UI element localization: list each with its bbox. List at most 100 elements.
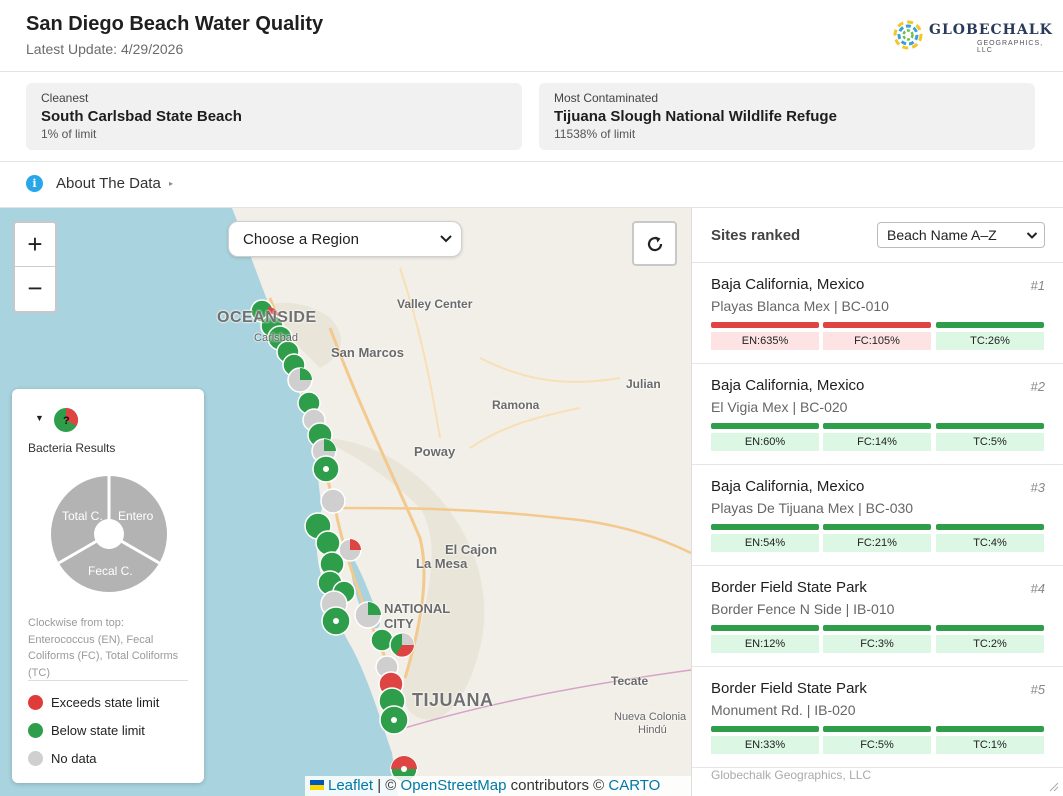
chevron-down-icon [1026,232,1038,239]
map[interactable]: OCEANSIDE Carlsbad Valley Center San Mar… [0,208,691,796]
zoom-in-button[interactable]: + [15,223,55,267]
site-bars: EN:60% FC:14% TC:5% [711,423,1044,453]
site-row[interactable]: Baja California, Mexico #2 El Vigia Mex | … [692,364,1063,465]
cleanest-name: South Carlsbad State Beach [41,108,242,125]
chevron-down-icon [440,235,452,243]
bacteria-bar: FC:5% [823,726,931,754]
reset-view-button[interactable] [632,221,677,266]
header: San Diego Beach Water Quality Latest Upd… [0,0,1063,72]
bacteria-bar-line [936,322,1044,328]
globechalk-logo[interactable]: GLOBECHALK GEOGRAPHICS, LLC [891,18,1052,54]
sort-select-value: Beach Name A–Z [887,227,997,243]
site-name: Border Field State Park [711,680,867,697]
openstreetmap-link[interactable]: OpenStreetMap [400,777,507,794]
place-poway: Poway [414,444,456,459]
site-row[interactable]: Border Field State Park #5 Monument Rd. | … [692,667,1063,768]
logo-tagline: GEOGRAPHICS, LLC [977,40,1044,54]
most-contaminated-card[interactable]: Most Contaminated Tijuana Slough Nationa… [539,83,1035,150]
bacteria-bar-label: TC:1% [936,736,1044,754]
legend-item-no-data: No data [28,751,97,766]
place-valley-center: Valley Center [397,297,473,311]
place-hindu: Hindú [638,724,667,736]
region-select-value: Choose a Region [243,231,359,248]
bacteria-bar-line [936,726,1044,732]
bacteria-bar-label: EN:12% [711,635,819,653]
sidebar-footer: Globechalk Geographics, LLC [711,768,872,782]
region-select[interactable]: Choose a Region [228,221,462,257]
bacteria-bar: FC:105% [823,322,931,350]
bacteria-bar: TC:4% [936,524,1044,552]
bacteria-bar: EN:12% [711,625,819,653]
bacteria-bar-line [711,423,819,429]
bacteria-bar: EN:635% [711,322,819,350]
place-san-marcos: San Marcos [331,345,404,360]
bacteria-bar-label: FC:14% [823,433,931,451]
place-national-city: NATIONAL CITY [384,601,450,631]
bacteria-bar-line [936,423,1044,429]
bacteria-bar: EN:54% [711,524,819,552]
resize-grip-icon[interactable] [1049,782,1059,792]
green-dot-icon [28,723,43,738]
site-station: Playas De Tijuana Mex | BC-030 [711,500,914,516]
site-bars: EN:635% FC:105% TC:26% [711,322,1044,352]
site-station: Border Fence N Side | IB-010 [711,601,895,617]
legend-pie-label-fecal: Fecal C. [88,564,133,578]
bacteria-bar-label: EN:60% [711,433,819,451]
carto-link[interactable]: CARTO [608,777,661,794]
legend-collapse-toggle[interactable]: ▼ [35,413,44,423]
bacteria-bar: FC:14% [823,423,931,451]
map-attribution: Leaflet | © OpenStreetMap contributors ©… [305,776,691,796]
place-el-cajon: El Cajon [445,542,498,557]
about-label: About The Data [56,175,161,192]
place-oceanside: OCEANSIDE [217,309,317,326]
bacteria-bar-line [823,322,931,328]
about-the-data-toggle[interactable]: i About The Data ▸ [0,162,1063,208]
site-rank: #5 [1030,682,1045,697]
legend-item-exceeds: Exceeds state limit [28,695,159,710]
gray-dot-icon [28,751,43,766]
site-rank: #4 [1030,581,1045,596]
bacteria-bar-line [823,625,931,631]
bacteria-bar: TC:5% [936,423,1044,451]
most-contaminated-name: Tijuana Slough National Wildlife Refuge [554,108,837,125]
legend-title: Bacteria Results [28,441,116,455]
bacteria-bar: FC:3% [823,625,931,653]
sort-select[interactable]: Beach Name A–Z [877,222,1045,248]
legend-pie-label-total: Total C. [62,509,103,523]
legend-pie-diagram: Total C. Entero Fecal C. [51,476,167,592]
cleanest-card[interactable]: Cleanest South Carlsbad State Beach 1% o… [26,83,522,150]
attribution-contributors: contributors © [510,777,605,794]
site-station: Monument Rd. | IB-020 [711,702,856,718]
site-row[interactable]: Baja California, Mexico #3 Playas De Tijua… [692,465,1063,566]
legend-pie-label-entero: Entero [118,509,154,523]
most-contaminated-value: 11538% of limit [554,127,636,141]
bacteria-bar-line [711,524,819,530]
caret-right-icon: ▸ [169,179,174,188]
site-rank: #1 [1030,278,1045,293]
bacteria-bar-label: FC:105% [823,332,931,350]
site-bars: EN:12% FC:3% TC:2% [711,625,1044,655]
attribution-separator: | [377,777,382,794]
sidebar-header: Sites ranked Beach Name A–Z [692,208,1063,263]
site-rank: #2 [1030,379,1045,394]
leaflet-link[interactable]: Leaflet [328,777,374,794]
bacteria-bar-label: FC:21% [823,534,931,552]
zoom-out-button[interactable]: − [27,273,43,303]
legend-item-below: Below state limit [28,723,145,738]
place-tijuana: TIJUANA [412,690,494,710]
bacteria-bar-label: EN:635% [711,332,819,350]
site-name: Border Field State Park [711,579,867,596]
bacteria-bar: FC:21% [823,524,931,552]
zoom-control: + − [13,221,57,313]
bacteria-bar: TC:26% [936,322,1044,350]
legend-pie-mini-icon: ? [54,408,79,432]
attribution-copyright: © [385,777,397,794]
site-bars: EN:33% FC:5% TC:1% [711,726,1044,756]
site-row[interactable]: Baja California, Mexico #1 Playas Blanca M… [692,263,1063,364]
site-row[interactable]: Border Field State Park #4 Border Fence N … [692,566,1063,667]
bacteria-bar-line [936,524,1044,530]
bacteria-bar-label: TC:26% [936,332,1044,350]
bacteria-bar-label: TC:2% [936,635,1044,653]
site-markers[interactable] [250,299,418,783]
site-bars: EN:54% FC:21% TC:4% [711,524,1044,554]
